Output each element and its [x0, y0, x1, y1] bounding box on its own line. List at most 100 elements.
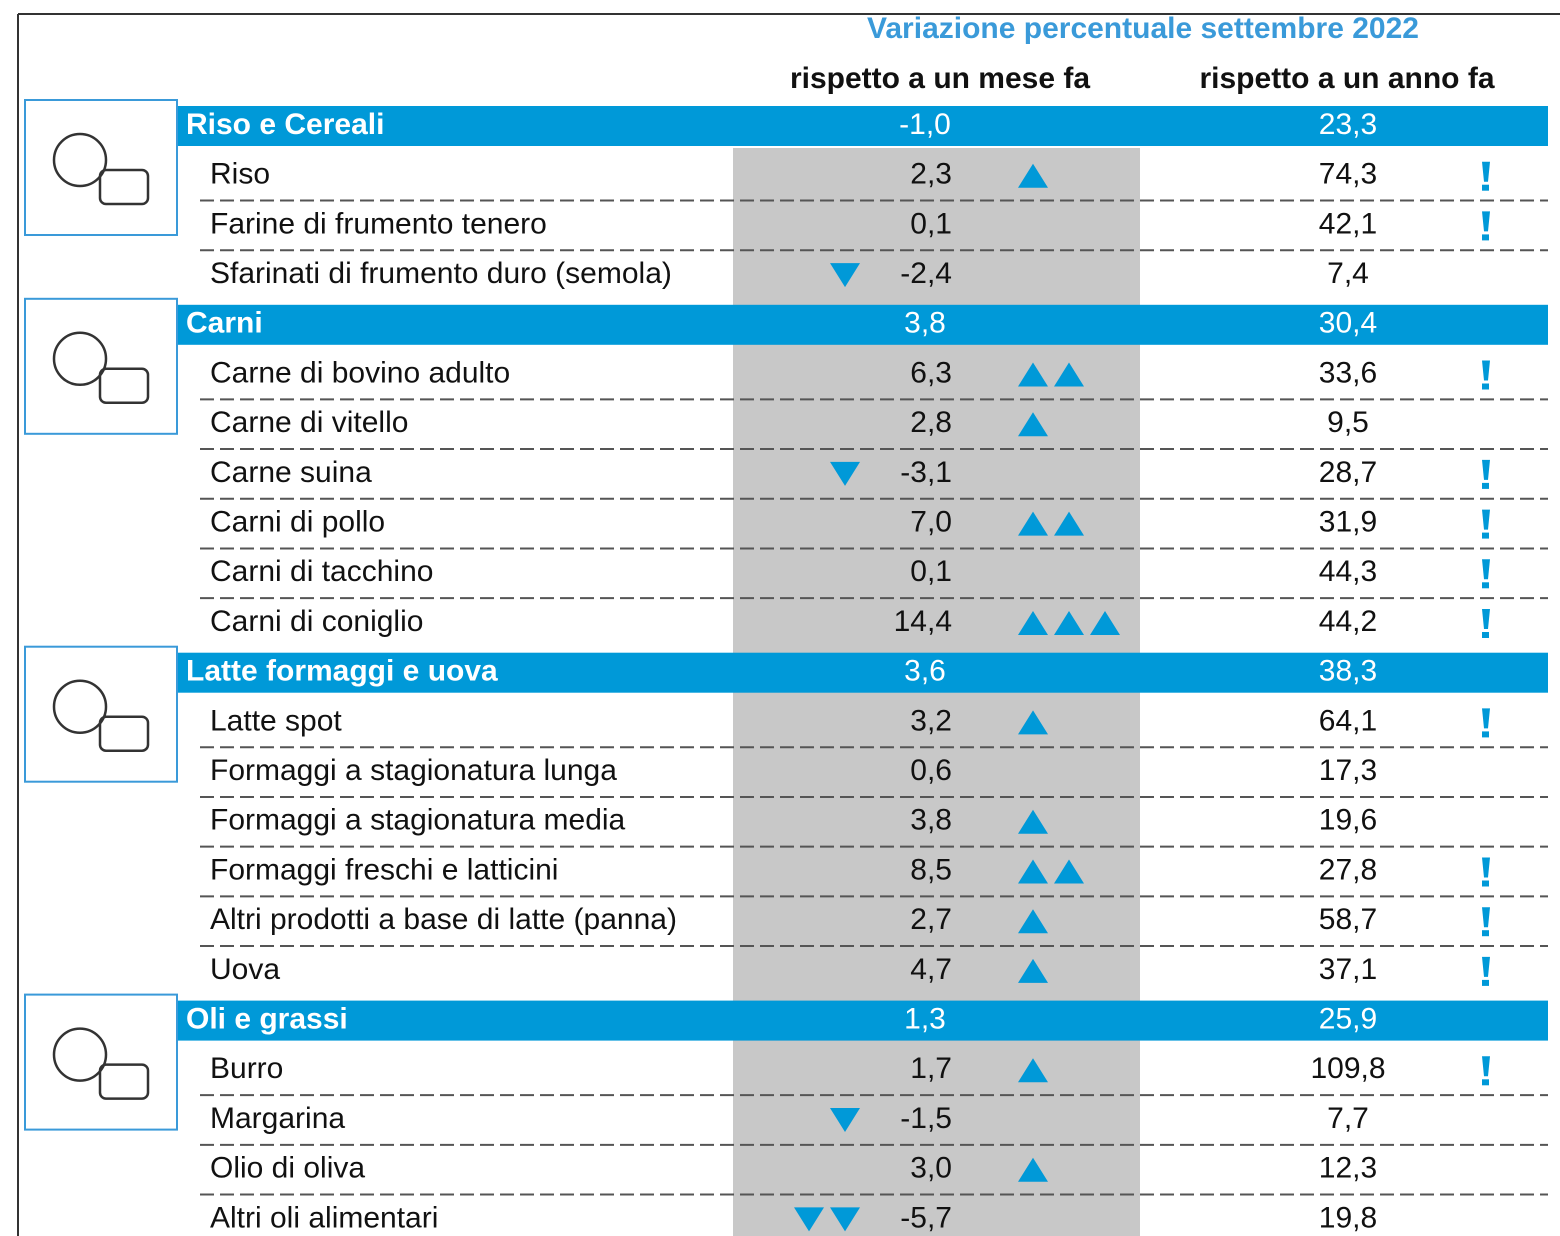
item-month: 0,1: [910, 555, 952, 588]
arrow-up: [1018, 809, 1048, 834]
arrow-down: [830, 263, 860, 288]
item-month: 7,0: [910, 506, 952, 539]
column-header: rispetto a un mese fa: [790, 62, 1090, 95]
arrow-up: [1018, 412, 1048, 437]
alert-bar: [1482, 1056, 1490, 1077]
item-month: -3,1: [900, 456, 952, 489]
alert-bar: [1482, 161, 1490, 182]
icon-box: [24, 645, 178, 783]
alert-bar: [1482, 459, 1490, 480]
alert-bar: [1482, 708, 1490, 729]
group-band: [178, 1000, 1548, 1041]
arrow-up: [1018, 611, 1048, 635]
group-name: Carni: [186, 307, 263, 340]
group-band: [178, 304, 1548, 345]
item-month: 14,4: [894, 605, 952, 638]
item-year: 74,3: [1319, 158, 1377, 191]
group-year: 25,9: [1319, 1003, 1377, 1036]
item-name: Altri prodotti a base di latte (panna): [210, 903, 677, 936]
group-year: 23,3: [1319, 108, 1377, 141]
item-name: Carni di coniglio: [210, 605, 423, 638]
item-year: 64,1: [1319, 704, 1377, 737]
alert-dot: [1482, 184, 1489, 191]
item-month: 4,7: [910, 953, 952, 986]
item-name: Carni di tacchino: [210, 555, 433, 588]
item-month: 3,8: [910, 804, 952, 837]
icon: [52, 132, 108, 188]
arrow-up: [1054, 362, 1084, 387]
group-name: Riso e Cereali: [186, 108, 384, 141]
alert-bar: [1482, 956, 1490, 977]
arrow-up: [1054, 511, 1084, 536]
arrow-up: [1054, 611, 1084, 635]
item-month: 8,5: [910, 853, 952, 886]
alert-dot: [1482, 1079, 1489, 1086]
icon: [52, 679, 108, 734]
title: Variazione percentuale settembre 2022: [867, 12, 1419, 45]
item-month: 3,2: [910, 704, 952, 737]
arrow-up: [1090, 611, 1120, 635]
arrow-down: [830, 461, 860, 486]
item-name: Carni di pollo: [210, 506, 385, 539]
item-year: 17,3: [1319, 754, 1377, 787]
arrow-up: [1018, 909, 1048, 934]
item-name: Burro: [210, 1052, 283, 1085]
alert-dot: [1482, 979, 1489, 986]
item-month: 2,7: [910, 903, 952, 936]
alert-bar: [1482, 559, 1490, 580]
group-name: Latte formaggi e uova: [186, 655, 498, 688]
icon-box: [24, 99, 178, 236]
alert-bar: [1482, 509, 1490, 530]
group-year: 38,3: [1319, 655, 1377, 688]
item-name: Sfarinati di frumento duro (semola): [210, 257, 672, 290]
item-year: 44,2: [1319, 605, 1377, 638]
item-name: Farine di frumento tenero: [210, 207, 547, 240]
arrow-up: [1018, 362, 1048, 387]
alert-dot: [1482, 482, 1489, 489]
alert-dot: [1482, 383, 1489, 390]
arrow-down: [830, 1108, 860, 1132]
item-name: Olio di oliva: [210, 1152, 365, 1185]
item-year: 7,7: [1327, 1102, 1369, 1135]
arrow-down: [794, 1207, 824, 1232]
item-month: 2,3: [910, 158, 952, 191]
item-year: 109,8: [1310, 1052, 1385, 1085]
arrow-up: [1018, 511, 1048, 536]
item-month: 1,7: [910, 1052, 952, 1085]
item-month: -2,4: [900, 257, 952, 290]
alert-bar: [1482, 857, 1490, 878]
arrow-up: [1018, 1157, 1048, 1182]
icon: [98, 1063, 150, 1100]
item-month: 0,1: [910, 207, 952, 240]
alert-dot: [1482, 582, 1489, 589]
icon: [98, 367, 150, 405]
item-name: Latte spot: [210, 704, 342, 737]
arrow-up: [1018, 163, 1048, 188]
item-name: Altri oli alimentari: [210, 1201, 438, 1234]
alert-bar: [1482, 609, 1490, 629]
item-month: -1,5: [900, 1102, 952, 1135]
alert-dot: [1482, 532, 1489, 539]
icon-box: [24, 993, 178, 1131]
item-year: 31,9: [1319, 506, 1377, 539]
arrow-down: [830, 1207, 860, 1232]
group-band: [178, 106, 1548, 146]
group-month: 3,8: [904, 307, 946, 340]
alert-bar: [1482, 360, 1490, 381]
arrow-up: [1018, 958, 1048, 983]
alert-dot: [1482, 632, 1489, 638]
item-name: Formaggi freschi e latticini: [210, 853, 558, 886]
group-band: [178, 652, 1548, 693]
group-year: 30,4: [1319, 307, 1377, 340]
alert-dot: [1482, 731, 1489, 738]
item-year: 28,7: [1319, 456, 1377, 489]
item-month: 3,0: [910, 1152, 952, 1185]
item-year: 12,3: [1319, 1152, 1377, 1185]
item-year: 37,1: [1319, 953, 1377, 986]
group-name: Oli e grassi: [186, 1003, 348, 1036]
group-month: 1,3: [904, 1003, 946, 1036]
icon: [52, 331, 108, 387]
icon: [52, 1027, 108, 1082]
item-name: Margarina: [210, 1102, 345, 1135]
